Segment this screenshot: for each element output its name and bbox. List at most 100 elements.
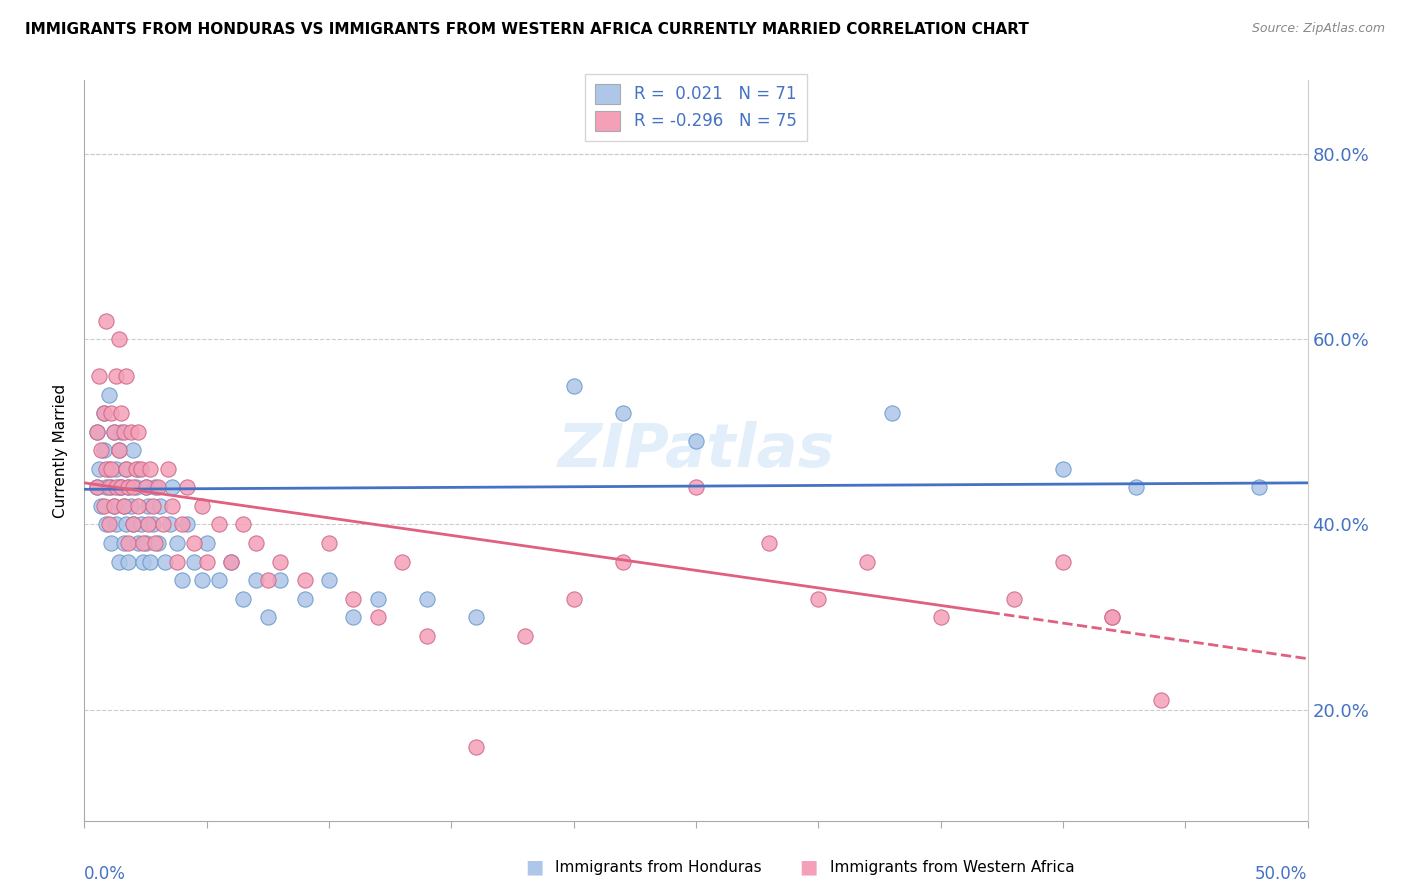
Point <box>166 555 188 569</box>
Point <box>96 462 118 476</box>
Text: Source: ZipAtlas.com: Source: ZipAtlas.com <box>1251 22 1385 36</box>
Point <box>342 591 364 606</box>
Point <box>110 480 132 494</box>
Point <box>142 517 165 532</box>
Point <box>107 443 129 458</box>
Point <box>146 480 169 494</box>
Point <box>122 517 145 532</box>
Point <box>112 425 135 439</box>
Point <box>132 536 155 550</box>
Text: ■: ■ <box>524 857 544 877</box>
Point <box>367 610 389 624</box>
Text: Immigrants from Western Africa: Immigrants from Western Africa <box>830 860 1074 874</box>
Point <box>107 480 129 494</box>
Point <box>115 517 138 532</box>
Text: ZIPatlas: ZIPatlas <box>557 421 835 480</box>
Point <box>103 425 125 439</box>
Point <box>219 555 242 569</box>
Point <box>115 462 138 476</box>
Point <box>176 480 198 494</box>
Point <box>105 480 128 494</box>
Point <box>96 480 118 494</box>
Point <box>685 434 707 449</box>
Point <box>195 555 218 569</box>
Point <box>100 407 122 421</box>
Point <box>135 480 157 494</box>
Point <box>856 555 879 569</box>
Point <box>146 536 169 550</box>
Point <box>136 499 159 513</box>
Point <box>1101 610 1123 624</box>
Point <box>117 536 139 550</box>
Point <box>1052 462 1074 476</box>
Point <box>117 555 139 569</box>
Point <box>93 443 115 458</box>
Point <box>122 443 145 458</box>
Point <box>132 555 155 569</box>
Point <box>135 480 157 494</box>
Point <box>129 517 152 532</box>
Point <box>685 480 707 494</box>
Point <box>269 555 291 569</box>
Point <box>100 480 122 494</box>
Point <box>1101 610 1123 624</box>
Point <box>257 573 280 587</box>
Point <box>105 369 128 384</box>
Point <box>127 536 149 550</box>
Text: Immigrants from Honduras: Immigrants from Honduras <box>555 860 762 874</box>
Point <box>208 573 231 587</box>
Point <box>120 499 142 513</box>
Point <box>562 378 585 392</box>
Point <box>342 610 364 624</box>
Point <box>294 591 316 606</box>
Point <box>294 573 316 587</box>
Legend: R =  0.021   N = 71, R = -0.296   N = 75: R = 0.021 N = 71, R = -0.296 N = 75 <box>585 74 807 141</box>
Point <box>103 425 125 439</box>
Point <box>107 443 129 458</box>
Point <box>96 314 118 328</box>
Point <box>1150 693 1173 707</box>
Point <box>87 462 110 476</box>
Point <box>100 462 122 476</box>
Text: 50.0%: 50.0% <box>1256 865 1308 883</box>
Point <box>135 536 157 550</box>
Point <box>127 425 149 439</box>
Point <box>183 536 205 550</box>
Text: 0.0%: 0.0% <box>84 865 127 883</box>
Point <box>93 407 115 421</box>
Point <box>269 573 291 587</box>
Point <box>103 499 125 513</box>
Point <box>93 499 115 513</box>
Point <box>93 407 115 421</box>
Point <box>110 425 132 439</box>
Point <box>86 425 108 439</box>
Point <box>143 480 166 494</box>
Point <box>416 591 439 606</box>
Point <box>1125 480 1147 494</box>
Point <box>612 555 634 569</box>
Point <box>112 499 135 513</box>
Point <box>90 499 112 513</box>
Point <box>117 480 139 494</box>
Point <box>97 462 120 476</box>
Text: IMMIGRANTS FROM HONDURAS VS IMMIGRANTS FROM WESTERN AFRICA CURRENTLY MARRIED COR: IMMIGRANTS FROM HONDURAS VS IMMIGRANTS F… <box>25 22 1029 37</box>
Point <box>172 573 194 587</box>
Point <box>191 573 214 587</box>
Point <box>97 388 120 402</box>
Point <box>416 628 439 642</box>
Point <box>513 628 536 642</box>
Point <box>245 573 267 587</box>
Point <box>112 536 135 550</box>
Point <box>464 610 486 624</box>
Point <box>191 499 214 513</box>
Point <box>139 462 162 476</box>
Point <box>105 517 128 532</box>
Point <box>162 480 184 494</box>
Point <box>97 480 120 494</box>
Point <box>96 517 118 532</box>
Point <box>152 517 174 532</box>
Text: ■: ■ <box>799 857 818 877</box>
Point <box>391 555 413 569</box>
Point <box>129 462 152 476</box>
Point <box>245 536 267 550</box>
